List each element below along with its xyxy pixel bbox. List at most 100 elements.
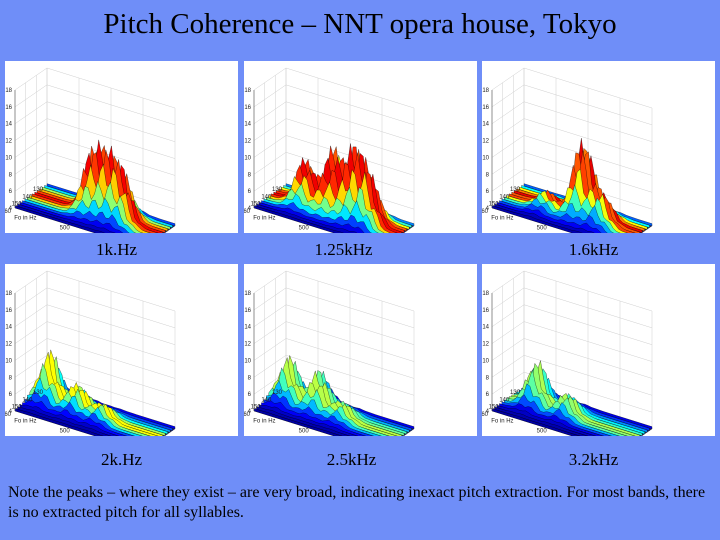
fo-tick-label: 150 bbox=[12, 405, 23, 411]
z-tick-label: 18 bbox=[482, 291, 489, 297]
z-tick-label: 4 bbox=[486, 206, 490, 212]
surface-ridge bbox=[253, 408, 343, 436]
fo-tick-label: 130 bbox=[272, 187, 283, 193]
z-tick-label: 12 bbox=[244, 342, 251, 348]
z-tick-label: 12 bbox=[244, 139, 251, 145]
z-tick-label: 16 bbox=[482, 105, 489, 111]
z-tick-label: 4 bbox=[248, 409, 252, 415]
z-tick-label: 4 bbox=[486, 409, 490, 415]
ms-tick-label: 500 bbox=[60, 428, 71, 434]
fo-axis-label: Fo in Hz bbox=[253, 418, 275, 424]
z-tick-label: 4 bbox=[248, 206, 252, 212]
ms-tick-label: 500 bbox=[537, 428, 548, 434]
fo-tick-label: 140 bbox=[22, 397, 33, 403]
z-tick-label: 16 bbox=[5, 308, 12, 314]
fo-tick-label: 160 bbox=[482, 209, 489, 215]
surface-plot: 1816141210864pitch component dB160150140… bbox=[5, 270, 176, 436]
z-tick-label: 14 bbox=[482, 325, 489, 331]
z-tick-label: 6 bbox=[9, 392, 13, 398]
plot-caption: 1.25kHz bbox=[314, 240, 373, 259]
fo-tick-label: 130 bbox=[272, 390, 283, 396]
z-tick-label: 6 bbox=[248, 392, 252, 398]
fo-tick-label: 160 bbox=[244, 412, 251, 418]
fo-tick-label: 150 bbox=[489, 202, 500, 208]
z-tick-label: 14 bbox=[244, 122, 251, 128]
fo-axis-label: Fo in Hz bbox=[491, 215, 513, 221]
plot-panel: 1816141210864pitch component dB160150140… bbox=[482, 264, 715, 436]
z-tick-label: 8 bbox=[248, 375, 252, 381]
z-tick-label: 12 bbox=[482, 139, 489, 145]
fo-axis-label: Fo in Hz bbox=[491, 418, 513, 424]
z-tick-label: 18 bbox=[482, 88, 489, 94]
fo-tick-label: 130 bbox=[33, 390, 44, 396]
z-tick-label: 14 bbox=[5, 325, 12, 331]
z-tick-label: 18 bbox=[5, 88, 12, 94]
fo-tick-label: 150 bbox=[12, 202, 23, 208]
surface-ridge bbox=[14, 408, 104, 436]
z-tick-label: 16 bbox=[244, 308, 251, 314]
z-tick-label: 6 bbox=[9, 189, 13, 195]
fo-tick-label: 140 bbox=[261, 194, 272, 200]
z-tick-label: 16 bbox=[5, 105, 12, 111]
z-tick-label: 16 bbox=[482, 308, 489, 314]
fo-tick-label: 150 bbox=[489, 405, 500, 411]
fo-axis-label: Fo in Hz bbox=[253, 215, 275, 221]
z-tick-label: 4 bbox=[9, 409, 13, 415]
fo-axis-label: Fo in Hz bbox=[14, 215, 36, 221]
z-tick-label: 18 bbox=[244, 291, 251, 297]
slide-title: Pitch Coherence – NNT opera house, Tokyo bbox=[103, 8, 617, 40]
z-tick-label: 8 bbox=[9, 172, 13, 178]
fo-tick-label: 150 bbox=[251, 405, 262, 411]
fo-tick-label: 140 bbox=[499, 194, 510, 200]
ms-tick-label: 500 bbox=[60, 225, 71, 231]
z-tick-label: 10 bbox=[5, 358, 12, 364]
plot-panel: 1816141210864pitch component dB160150140… bbox=[5, 264, 238, 436]
z-tick-label: 10 bbox=[5, 155, 12, 161]
plot-caption: 1k.Hz bbox=[95, 240, 138, 259]
z-tick-label: 12 bbox=[5, 342, 12, 348]
fo-tick-label: 130 bbox=[510, 187, 521, 193]
fo-tick-label: 130 bbox=[33, 187, 44, 193]
z-tick-label: 14 bbox=[482, 122, 489, 128]
z-tick-label: 16 bbox=[244, 105, 251, 111]
surface-ridge bbox=[491, 408, 581, 436]
surface-ridge bbox=[253, 205, 344, 233]
z-tick-label: 18 bbox=[244, 88, 251, 94]
z-tick-label: 8 bbox=[9, 375, 13, 381]
z-tick-label: 8 bbox=[486, 172, 490, 178]
fo-tick-label: 160 bbox=[482, 412, 489, 418]
fo-tick-label: 160 bbox=[5, 209, 12, 215]
fo-tick-label: 140 bbox=[22, 194, 33, 200]
z-tick-label: 6 bbox=[486, 189, 490, 195]
z-tick-label: 10 bbox=[482, 155, 489, 161]
ms-tick-label: 500 bbox=[299, 428, 310, 434]
z-tick-label: 6 bbox=[248, 189, 252, 195]
fo-tick-label: 160 bbox=[244, 209, 251, 215]
slide-note: Note the peaks – where they exist – are … bbox=[8, 484, 706, 521]
z-tick-label: 6 bbox=[486, 392, 490, 398]
plot-caption: 2.5kHz bbox=[326, 450, 377, 469]
surface-plot: 1816141210864pitch component dB160150140… bbox=[5, 67, 176, 233]
fo-tick-label: 140 bbox=[499, 397, 510, 403]
surface-plot: 1816141210864pitch component dB160150140… bbox=[244, 67, 415, 233]
plot-caption: 1.6kHz bbox=[568, 240, 619, 259]
z-tick-label: 12 bbox=[5, 139, 12, 145]
ms-tick-label: 500 bbox=[537, 225, 548, 231]
plot-caption: 3.2kHz bbox=[568, 450, 619, 469]
z-tick-label: 4 bbox=[9, 206, 13, 212]
z-tick-label: 8 bbox=[248, 172, 252, 178]
plot-panel: 1816141210864pitch component dB160150140… bbox=[244, 61, 477, 233]
fo-tick-label: 150 bbox=[251, 202, 262, 208]
fo-tick-label: 160 bbox=[5, 412, 12, 418]
z-tick-label: 10 bbox=[482, 358, 489, 364]
surface-ridge bbox=[14, 205, 105, 233]
z-tick-label: 10 bbox=[244, 155, 251, 161]
fo-tick-label: 130 bbox=[510, 390, 521, 396]
z-tick-label: 14 bbox=[244, 325, 251, 331]
plot-panel: 1816141210864pitch component dB160150140… bbox=[244, 264, 477, 436]
surface-plot: 1816141210864pitch component dB160150140… bbox=[482, 270, 653, 436]
ms-tick-label: 500 bbox=[299, 225, 310, 231]
fo-axis-label: Fo in Hz bbox=[14, 418, 36, 424]
plot-caption: 2k.Hz bbox=[100, 450, 143, 469]
plot-panel: 1816141210864pitch component dB160150140… bbox=[482, 61, 715, 233]
